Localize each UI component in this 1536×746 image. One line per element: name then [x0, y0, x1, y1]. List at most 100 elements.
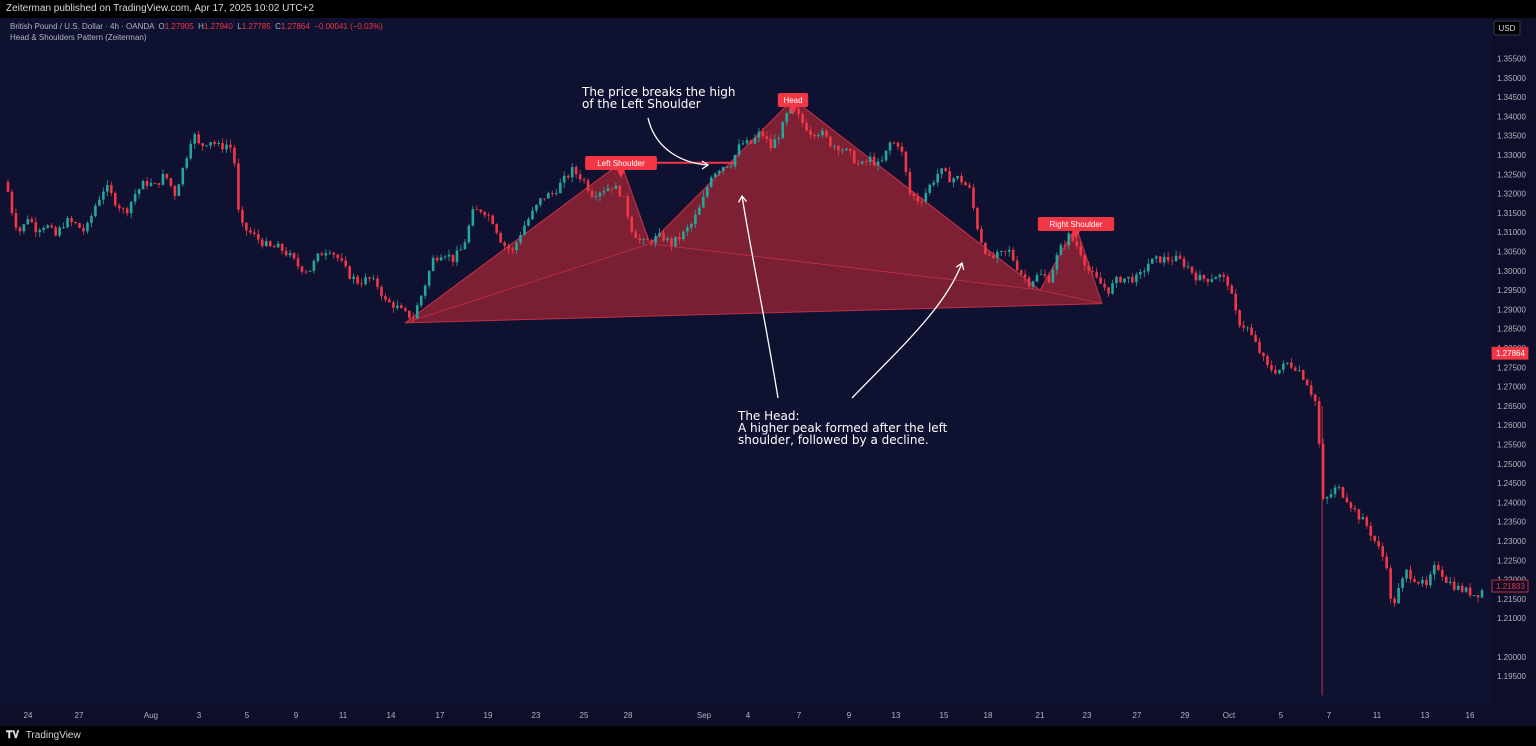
candle — [606, 183, 610, 192]
candle-body — [1230, 285, 1234, 294]
pattern-label-left-shoulder: Left Shoulder — [585, 156, 657, 178]
candle-body — [1218, 274, 1222, 278]
candle — [1456, 582, 1460, 591]
candle-body — [376, 278, 379, 287]
candle-body — [1242, 325, 1245, 328]
candle — [598, 191, 602, 202]
currency-button[interactable]: USD — [1493, 20, 1521, 36]
currency-button-label[interactable]: USD — [1499, 24, 1516, 33]
candle — [157, 182, 161, 188]
candle-body — [431, 257, 435, 271]
candle — [614, 182, 618, 190]
candle-body — [392, 302, 395, 308]
candle-body — [749, 139, 753, 144]
candle — [213, 139, 216, 147]
candle-body — [602, 191, 606, 193]
price-tick-label: 1.24500 — [1497, 479, 1526, 488]
arrow-shaft — [647, 117, 709, 166]
candle-body — [721, 167, 725, 171]
candle — [6, 179, 10, 193]
time-tick-label: 21 — [1036, 711, 1045, 720]
candle-body — [586, 180, 590, 191]
candle — [106, 179, 109, 197]
candle-body — [1377, 541, 1381, 547]
candle-body — [662, 232, 665, 241]
candle-body — [523, 225, 526, 236]
candle-body — [1099, 277, 1102, 284]
candle — [535, 204, 538, 213]
annotation-line: The Head: — [737, 409, 800, 423]
candle-body — [1119, 276, 1122, 283]
candle — [872, 152, 876, 167]
candle-body — [145, 180, 149, 186]
candle-body — [618, 185, 622, 197]
candle-body — [1381, 546, 1384, 557]
time-tick-label: 29 — [1181, 711, 1190, 720]
candle — [916, 192, 920, 205]
symbol-legend[interactable]: British Pound / U.S. Dollar · 4h · OANDA… — [10, 22, 383, 31]
candle — [312, 258, 316, 274]
candle — [205, 145, 208, 148]
candle — [38, 227, 42, 238]
candle-body — [161, 173, 165, 185]
price-chart[interactable]: Left Shoulder Head Right Shoulder The price… — [0, 18, 1536, 726]
candle-body — [860, 161, 864, 164]
low-label: L — [237, 22, 242, 31]
candle — [288, 249, 292, 258]
candle — [578, 169, 582, 183]
candle — [566, 174, 570, 180]
candle — [1158, 256, 1162, 264]
price-axis[interactable]: USD 1.35500 1.35000 1.34500 1.34000 1.33500 1.… — [1491, 18, 1536, 726]
price-tick-label: 1.19500 — [1497, 672, 1526, 681]
candle — [411, 312, 415, 323]
candle — [1166, 252, 1170, 265]
label-text: Right Shoulder — [1050, 220, 1103, 229]
candle — [1405, 568, 1408, 583]
candle — [145, 177, 149, 190]
candle — [527, 216, 530, 227]
candle-body — [598, 192, 602, 197]
candle-body — [833, 145, 836, 147]
candle-body — [1437, 565, 1440, 570]
candle-body — [634, 231, 638, 238]
candle — [582, 177, 586, 184]
annotation-arrow-1 — [737, 194, 779, 399]
candle-body — [1190, 266, 1194, 273]
candle-body — [1337, 487, 1341, 488]
candle-body — [70, 218, 73, 223]
candle — [487, 212, 491, 221]
price-tick-label: 1.25500 — [1497, 440, 1526, 449]
candle-body — [1464, 587, 1468, 592]
candle — [709, 175, 713, 189]
candle — [133, 189, 137, 206]
candle-body — [646, 239, 649, 241]
publisher-bar: Zeiterman published on TradingView.com, … — [0, 0, 1536, 18]
price-tick-label: 1.35500 — [1497, 55, 1526, 64]
label-box — [777, 93, 809, 107]
candle-body — [221, 143, 224, 150]
candle — [936, 168, 940, 187]
candle — [1440, 566, 1444, 582]
time-axis[interactable]: 24 27 Aug 3 5 9 11 14 17 19 23 25 28 Sep 4 7 9 13 15 18 21 23… — [0, 705, 1536, 726]
arrow-head — [955, 261, 965, 271]
candle-body — [1401, 578, 1404, 589]
candle-body — [1059, 245, 1063, 255]
candle-body — [841, 150, 844, 151]
candle-body — [932, 182, 936, 185]
candle — [50, 222, 53, 229]
candle — [443, 254, 447, 260]
candle-body — [984, 242, 987, 254]
candle — [1464, 586, 1468, 594]
indicator-legend[interactable]: Head & Shoulders Pattern (Zeiterman) — [10, 33, 147, 42]
currency-button-bg[interactable] — [1493, 20, 1521, 36]
candle-body — [324, 253, 328, 256]
candle — [638, 234, 642, 244]
candle-body — [1476, 595, 1480, 598]
candle — [654, 233, 657, 248]
candle-body — [225, 144, 228, 150]
candle-body — [260, 239, 264, 247]
symbol-title: British Pound / U.S. Dollar · 4h · OANDA — [10, 22, 155, 31]
candle-body — [884, 150, 888, 161]
candle-body — [920, 201, 924, 203]
price-tick-label: 1.28500 — [1497, 325, 1526, 334]
